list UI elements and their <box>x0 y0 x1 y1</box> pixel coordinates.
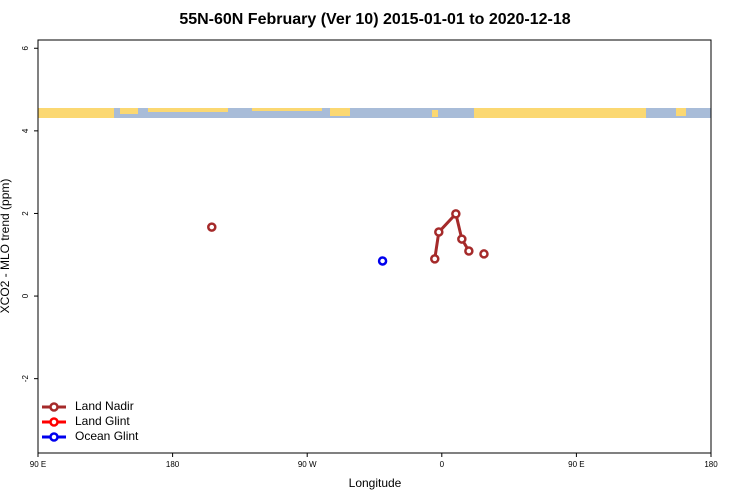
y-tick-label: 0 <box>21 293 30 298</box>
y-tick-label: 6 <box>21 45 30 50</box>
plot-frame <box>37 39 712 454</box>
point <box>451 209 461 219</box>
legend-label: Ocean Glint <box>75 429 139 443</box>
point <box>479 249 489 259</box>
point <box>377 256 388 266</box>
point <box>207 222 217 232</box>
map-strip <box>38 108 711 118</box>
y-tick-label: -2 <box>21 375 30 383</box>
x-tick-label: 90 E <box>568 460 584 469</box>
legend-label: Land Nadir <box>75 399 134 413</box>
point <box>457 234 467 244</box>
x-tick-label: 90 E <box>30 460 46 469</box>
x-tick-label: 0 <box>440 460 445 469</box>
legend-marker <box>49 432 59 442</box>
x-tick-label: 180 <box>166 460 180 469</box>
legend-label: Land Glint <box>75 414 130 428</box>
legend-marker <box>49 402 59 412</box>
legend-marker <box>49 417 59 427</box>
y-axis-label: XCO2 - MLO trend (ppm) <box>0 179 12 314</box>
point <box>434 227 444 237</box>
x-tick-label: 90 W <box>298 460 317 469</box>
y-tick-label: 4 <box>21 128 30 133</box>
x-tick-label: 180 <box>704 460 718 469</box>
y-tick-label: 2 <box>21 211 30 216</box>
x-axis-label: Longitude <box>349 476 402 490</box>
point <box>464 246 474 256</box>
chart-title: 55N-60N February (Ver 10) 2015-01-01 to … <box>179 11 570 28</box>
point <box>430 254 440 264</box>
